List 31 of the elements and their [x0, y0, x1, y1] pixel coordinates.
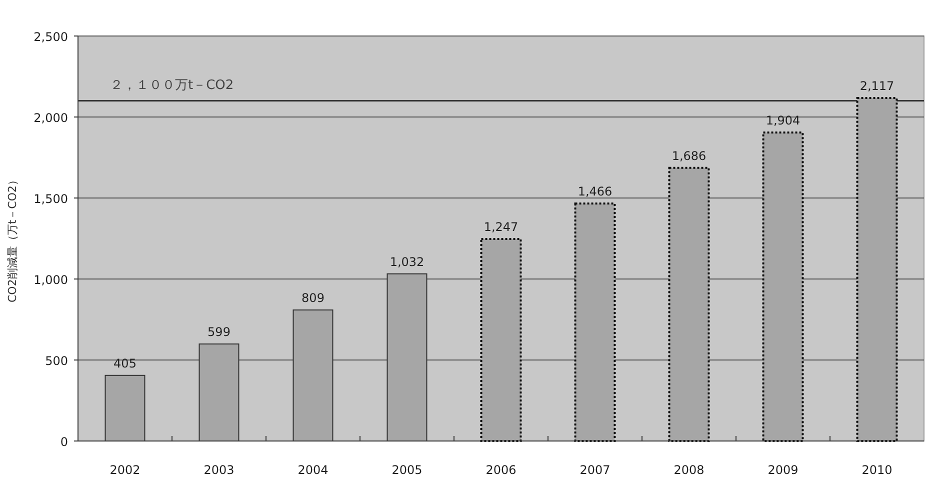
data-label: 405: [114, 356, 136, 370]
y-tick-label: 0: [60, 435, 68, 449]
y-tick-label: 1,500: [34, 192, 68, 206]
bar: [856, 97, 898, 442]
bar: [480, 238, 522, 442]
x-tick-label: 2008: [674, 463, 704, 477]
x-tick-label: 2004: [298, 463, 328, 477]
data-label: 599: [208, 324, 230, 339]
ref-line-label: ２，１００万t－CO2: [110, 78, 234, 93]
y-axis-title: CO2削減量（万t－CO2）: [6, 174, 19, 302]
bar: [574, 202, 616, 442]
bar: [762, 132, 804, 442]
y-tick-label: 2,500: [34, 30, 68, 44]
data-label: 1,904: [766, 114, 800, 128]
x-tick-label: 2005: [392, 463, 422, 477]
data-label: 1,032: [390, 254, 424, 269]
data-label: 1,686: [672, 148, 706, 163]
data-label: 1,466: [578, 184, 612, 199]
x-tick-label: 2002: [110, 463, 140, 477]
x-tick-label: 2007: [580, 463, 610, 477]
x-tick-label: 2003: [204, 463, 234, 477]
x-tick-label: 2009: [768, 463, 798, 477]
y-tick-label: 500: [45, 354, 68, 368]
bar: [668, 166, 710, 442]
y-tick-label: 1,000: [34, 273, 68, 287]
data-label: 2,117: [860, 79, 894, 94]
data-label: 1,247: [484, 220, 518, 234]
data-label: 809: [302, 290, 324, 305]
x-tick-label: 2010: [862, 463, 892, 477]
x-tick-label: 2006: [486, 463, 516, 477]
y-tick-label: 2,000: [34, 111, 68, 125]
